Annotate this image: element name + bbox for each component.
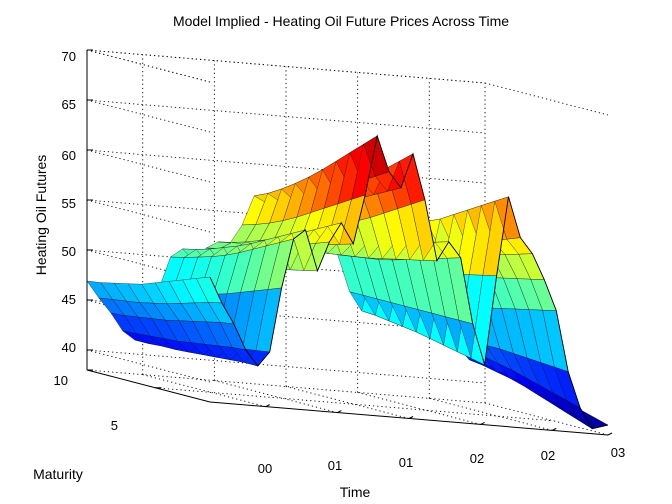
- y-axis-line: [86, 369, 211, 403]
- x-tick-mark: [480, 421, 485, 425]
- grid-line: [484, 402, 609, 436]
- z-tick-label: 60: [62, 148, 76, 163]
- y-tick-label: 10: [54, 373, 68, 388]
- grid-line: [86, 149, 211, 183]
- grid-line: [357, 392, 481, 425]
- x-tick-mark: [607, 432, 613, 436]
- grid-line: [86, 349, 211, 383]
- grid-line: [155, 387, 554, 422]
- grid-line: [142, 374, 266, 408]
- grid-line: [86, 369, 486, 404]
- x-tick-mark: [552, 427, 557, 431]
- surface-front-edge: [209, 134, 609, 430]
- x-tick-label: 00: [258, 461, 272, 476]
- x-tick-mark: [337, 410, 342, 414]
- chart-title: Model Implied - Heating Oil Future Price…: [173, 13, 509, 29]
- grid-line: [86, 99, 211, 133]
- grid-line: [86, 49, 486, 84]
- x-axis-label: Time: [340, 484, 371, 500]
- chart-axes: [87, 49, 613, 436]
- grid-line: [429, 397, 553, 431]
- grid-line: [86, 99, 486, 134]
- z-tick-label: 45: [62, 292, 76, 307]
- z-tick-label: 50: [62, 244, 76, 259]
- grid-line: [285, 386, 410, 419]
- grid-line: [214, 380, 338, 413]
- x-tick-label: 02: [470, 451, 484, 466]
- z-tick-label: 70: [62, 49, 76, 64]
- grid-line: [86, 349, 486, 384]
- z-tick-label: 40: [62, 340, 76, 355]
- x-tick-label: 03: [611, 445, 625, 460]
- z-tick-label: 65: [62, 97, 76, 112]
- x-tick-label: 01: [328, 458, 342, 473]
- x-tick-label: 02: [541, 448, 555, 463]
- z-axis-label: Heating Oil Futures: [33, 155, 49, 276]
- grid-line: [484, 82, 609, 116]
- x-tick-mark: [265, 404, 270, 408]
- surface-plot: [86, 134, 609, 430]
- y-tick-label: 5: [111, 418, 118, 433]
- x-tick-mark: [408, 416, 414, 419]
- x-tick-label: 01: [399, 455, 413, 470]
- y-axis-label: Maturity: [33, 466, 83, 482]
- z-tick-label: 55: [62, 196, 76, 211]
- grid-line: [86, 49, 211, 83]
- grid-line: [86, 199, 211, 233]
